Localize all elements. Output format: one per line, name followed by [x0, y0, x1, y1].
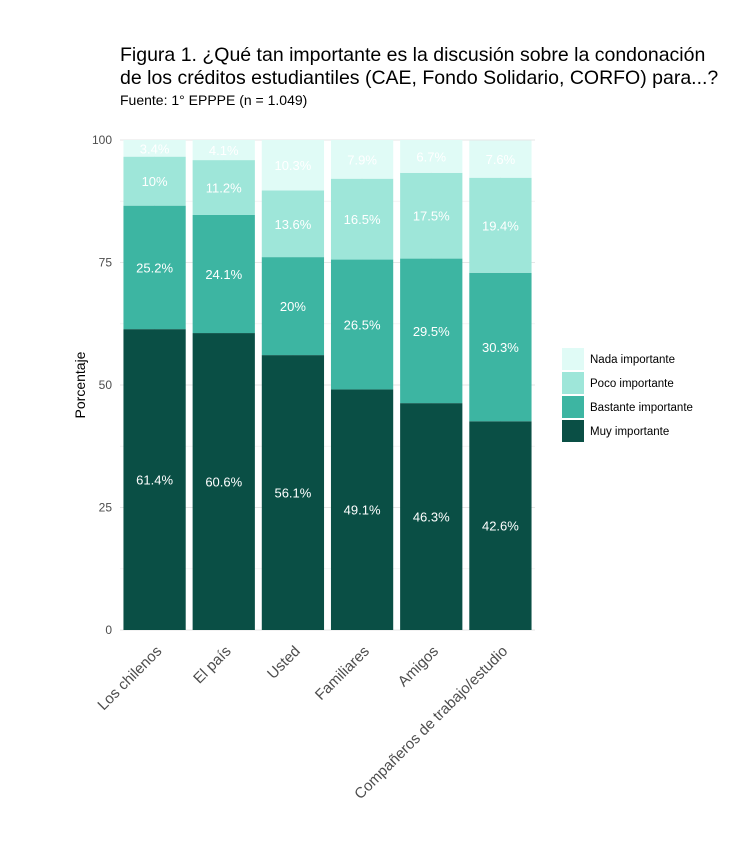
y-tick-label: 50 — [99, 378, 113, 392]
data-label: 60.6% — [205, 475, 242, 490]
data-label: 4.1% — [209, 143, 239, 158]
chart-title-line-1: Figura 1. ¿Qué tan importante es la disc… — [120, 44, 706, 66]
bar-segment-muy-importante — [330, 389, 394, 630]
legend-label: Nada importante — [590, 354, 675, 366]
data-label: 10% — [142, 174, 168, 189]
bar-segment-nada-importante — [261, 140, 325, 191]
data-label: 7.6% — [486, 152, 516, 167]
bar-segment-bastante-importante — [192, 214, 255, 334]
x-tick-label: Amigos — [395, 643, 442, 690]
bar-segment-muy-importante — [469, 421, 532, 630]
bar-segment-poco-importante — [123, 156, 186, 206]
data-label: 16.5% — [344, 212, 381, 227]
data-label: 49.1% — [344, 503, 381, 518]
bar-segment-nada-importante — [400, 140, 463, 173]
x-tick-label: Familiares — [312, 643, 373, 704]
data-label: 7.9% — [347, 152, 377, 167]
data-label: 25.2% — [136, 260, 173, 275]
bar-segment-nada-importante — [469, 140, 532, 178]
x-tick-label: Compañeros de trabajo/estudio — [351, 643, 511, 803]
data-label: 30.3% — [482, 340, 519, 355]
data-label: 29.5% — [413, 324, 450, 339]
data-label: 20% — [280, 299, 306, 314]
data-label: 3.4% — [140, 141, 170, 156]
bar-segment-nada-importante — [123, 140, 186, 157]
legend-key-bastante-importante — [562, 396, 584, 418]
bar-segment-poco-importante — [261, 190, 325, 258]
bar-segment-muy-importante — [123, 329, 186, 630]
x-tick-label: Usted — [264, 643, 304, 683]
data-label: 19.4% — [482, 218, 519, 233]
legend-key-muy-importante — [562, 420, 584, 442]
bar-segment-bastante-importante — [123, 205, 186, 330]
bar-segment-nada-importante — [330, 140, 394, 179]
data-label: 61.4% — [136, 473, 173, 488]
data-label: 56.1% — [274, 486, 311, 501]
bar-segment-bastante-importante — [469, 272, 532, 422]
legend-label: Poco importante — [590, 378, 674, 390]
bar-segment-muy-importante — [261, 355, 325, 630]
y-tick-label: 75 — [99, 256, 113, 270]
bar-segment-muy-importante — [192, 333, 255, 630]
data-label: 17.5% — [413, 209, 450, 224]
x-tick-label: Los chilenos — [94, 643, 165, 714]
legend-key-poco-importante — [562, 372, 584, 394]
bar-segment-bastante-importante — [330, 259, 394, 390]
bar-segment-bastante-importante — [400, 258, 463, 404]
bar-segment-poco-importante — [400, 172, 463, 259]
bar-segment-nada-importante — [192, 140, 255, 161]
legend-label: Bastante importante — [590, 402, 693, 414]
x-tick-label: El país — [190, 643, 234, 687]
legend-key-nada-importante — [562, 348, 584, 370]
bar-segment-bastante-importante — [261, 257, 325, 356]
bar-segment-poco-importante — [192, 160, 255, 215]
chart-subtitle: Fuente: 1° EPPPE (n = 1.049) — [120, 92, 308, 108]
data-label: 46.3% — [413, 510, 450, 525]
data-label: 42.6% — [482, 519, 519, 534]
data-label: 26.5% — [344, 317, 381, 332]
bar-segment-muy-importante — [400, 403, 463, 630]
data-label: 13.6% — [274, 217, 311, 232]
y-tick-label: 0 — [105, 623, 112, 637]
data-label: 6.7% — [416, 149, 446, 164]
data-label: 24.1% — [205, 267, 242, 282]
y-axis-title: Porcentaje — [72, 351, 88, 418]
bar-segment-poco-importante — [330, 178, 394, 260]
legend-label: Muy importante — [590, 426, 669, 438]
chart-title-line-2: de los créditos estudiantiles (CAE, Fond… — [120, 67, 719, 89]
bar-segment-poco-importante — [469, 177, 532, 273]
data-label: 10.3% — [274, 158, 311, 173]
y-tick-label: 25 — [99, 501, 113, 515]
y-tick-label: 100 — [92, 133, 112, 147]
data-label: 11.2% — [206, 181, 242, 196]
